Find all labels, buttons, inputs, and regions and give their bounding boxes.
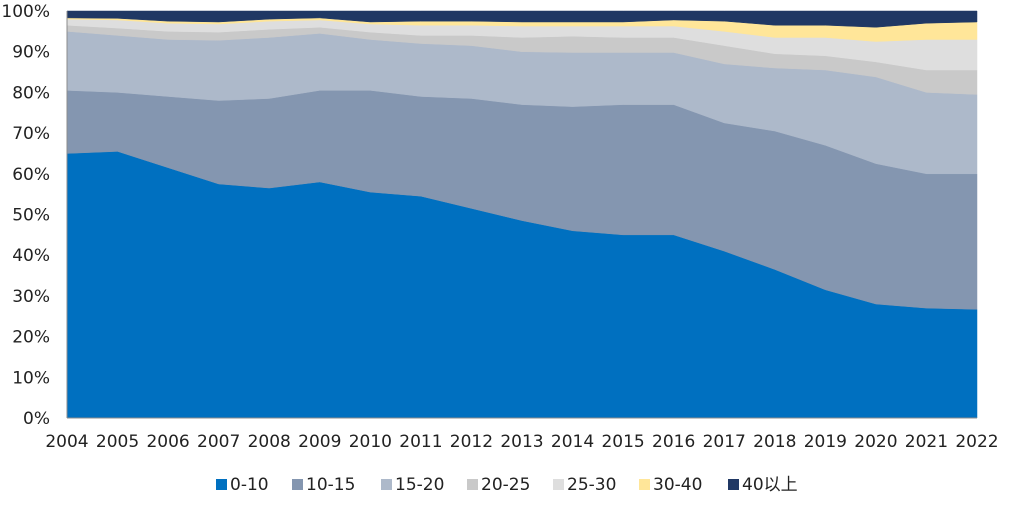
y-tick-label: 60%: [12, 165, 50, 185]
x-tick-label: 2021: [905, 432, 948, 452]
x-tick-label: 2014: [551, 432, 594, 452]
x-tick-label: 2022: [955, 432, 998, 452]
legend-swatch-0: [216, 479, 227, 490]
x-tick-label: 2012: [450, 432, 493, 452]
legend-label-4: 25-30: [567, 475, 616, 495]
y-tick-label: 50%: [12, 206, 50, 226]
legend-swatch-3: [467, 479, 478, 490]
legend-label-0: 0-10: [230, 475, 269, 495]
x-tick-label: 2004: [45, 432, 88, 452]
x-tick-label: 2008: [248, 432, 291, 452]
x-tick-label: 2015: [601, 432, 644, 452]
area-series-6: [66, 10, 978, 28]
legend-swatch-2: [381, 479, 392, 490]
y-tick-label: 70%: [12, 124, 50, 144]
x-tick-label: 2009: [298, 432, 341, 452]
legend-label-6: 40以上: [742, 475, 798, 495]
area-series-group: [66, 10, 978, 419]
legend-swatch-6: [728, 479, 739, 490]
legend-swatch-1: [292, 479, 303, 490]
legend-label-2: 15-20: [395, 475, 444, 495]
x-tick-label: 2011: [399, 432, 442, 452]
legend: 0-10 10-15 15-20 20-25 25-30 30-40 40以上: [216, 475, 798, 495]
x-tick-label: 2005: [96, 432, 139, 452]
y-tick-label: 80%: [12, 83, 50, 103]
legend-label-5: 30-40: [653, 475, 702, 495]
x-tick-label: 2020: [854, 432, 897, 452]
x-tick-label: 2007: [197, 432, 240, 452]
legend-label-1: 10-15: [306, 475, 355, 495]
x-tick-label: 2016: [652, 432, 695, 452]
x-tick-label: 2017: [703, 432, 746, 452]
y-tick-label: 0%: [23, 409, 50, 429]
legend-swatch-4: [553, 479, 564, 490]
y-tick-label: 30%: [12, 287, 50, 307]
axes-group: [66, 11, 977, 419]
y-tick-labels: 0% 10% 20% 30% 40% 50% 60% 70% 80% 90% 100%: [1, 2, 50, 429]
legend-label-3: 20-25: [481, 475, 530, 495]
x-tick-labels: 2004 2005 2006 2007 2008 2009 2010 2011 2012 2013…: [45, 432, 998, 452]
x-tick-label: 2013: [500, 432, 543, 452]
x-tick-label: 2006: [146, 432, 189, 452]
y-tick-label: 20%: [12, 328, 50, 348]
y-tick-label: 90%: [12, 43, 50, 63]
x-tick-label: 2010: [349, 432, 392, 452]
y-tick-label: 100%: [1, 2, 50, 22]
y-tick-label: 10%: [12, 368, 50, 388]
x-tick-label: 2019: [804, 432, 847, 452]
x-tick-label: 2018: [753, 432, 796, 452]
legend-swatch-5: [639, 479, 650, 490]
y-tick-label: 40%: [12, 246, 50, 266]
